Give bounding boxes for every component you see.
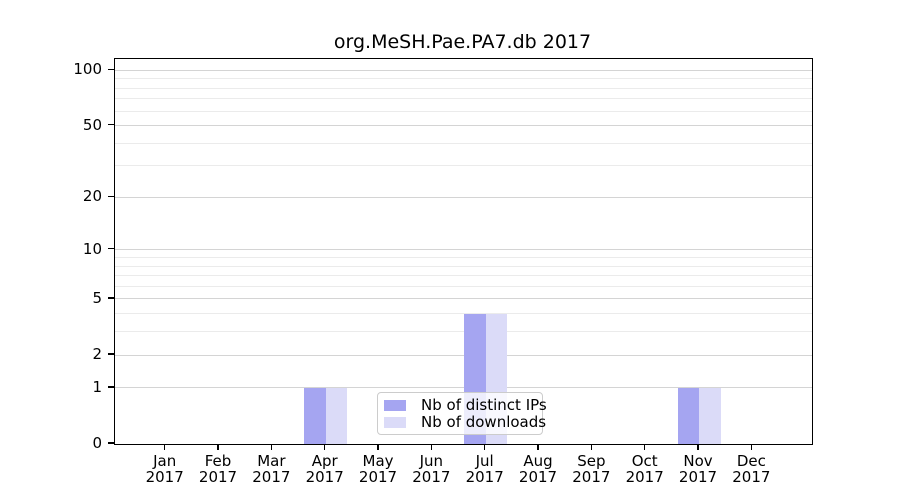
gridline-minor xyxy=(115,165,812,167)
y-tick-mark xyxy=(108,386,114,388)
gridline-major xyxy=(115,196,812,198)
gridline-major xyxy=(115,298,812,300)
x-tick-month: Oct xyxy=(631,452,658,470)
y-tick-mark xyxy=(108,353,114,355)
x-tick-label: Sep 2017 xyxy=(564,453,618,485)
gridline-minor xyxy=(115,313,812,315)
x-tick-year: 2017 xyxy=(358,468,398,486)
gridline-minor xyxy=(115,142,812,144)
x-tick-year: 2017 xyxy=(572,468,611,486)
gridline-major xyxy=(115,387,812,389)
legend-label-downloads: Nb of downloads xyxy=(421,413,547,431)
x-tick-year: 2017 xyxy=(465,468,504,486)
x-tick-label: Apr 2017 xyxy=(298,453,352,485)
x-tick-label: Dec 2017 xyxy=(724,453,778,485)
legend-item-downloads: Nb of downloads xyxy=(384,414,546,431)
gridline-major xyxy=(115,69,812,71)
y-tick-label: 100 xyxy=(73,60,102,79)
x-tick-year: 2017 xyxy=(305,468,344,486)
x-tick-mark xyxy=(697,444,699,450)
x-tick-label: Oct 2017 xyxy=(618,453,672,485)
y-tick-mark xyxy=(108,442,114,444)
gridline-minor xyxy=(115,275,812,277)
x-tick-label: Mar 2017 xyxy=(244,453,298,485)
gridline-major xyxy=(115,125,812,127)
x-tick-month: Dec xyxy=(736,452,766,470)
x-tick-mark xyxy=(324,444,326,450)
x-tick-year: 2017 xyxy=(252,468,291,486)
x-tick-mark xyxy=(270,444,272,450)
x-tick-month: Nov xyxy=(683,452,713,470)
x-tick-year: 2017 xyxy=(732,468,771,486)
y-tick-label: 10 xyxy=(82,239,102,258)
x-tick-year: 2017 xyxy=(145,468,184,486)
gridline-minor xyxy=(115,265,812,267)
x-tick-mark xyxy=(750,444,752,450)
y-tick-label: 50 xyxy=(82,115,102,134)
gridline-minor xyxy=(115,256,812,258)
y-tick-label: 2 xyxy=(92,345,102,363)
gridline-minor xyxy=(115,331,812,333)
x-tick-mark xyxy=(537,444,539,450)
legend-swatch-downloads xyxy=(384,417,406,428)
y-tick-mark xyxy=(108,248,114,250)
chart-title: org.MeSH.Pae.PA7.db 2017 xyxy=(333,31,592,53)
x-tick-year: 2017 xyxy=(198,468,238,486)
x-tick-month: May xyxy=(362,452,394,470)
bar-distinct-ips xyxy=(304,387,326,444)
x-tick-month: Jul xyxy=(475,452,494,470)
bar-downloads xyxy=(699,387,721,444)
x-tick-label: Nov 2017 xyxy=(671,453,725,485)
x-tick-label: Jun 2017 xyxy=(404,453,458,485)
y-tick-mark xyxy=(108,297,114,299)
legend-swatch-distinct-ips xyxy=(384,400,406,411)
y-tick-mark xyxy=(108,195,114,198)
gridline-minor xyxy=(115,98,812,100)
legend: Nb of distinct IPs Nb of downloads xyxy=(377,392,547,435)
x-tick-month: Apr xyxy=(311,452,338,470)
gridline-major xyxy=(115,354,812,356)
y-tick-label: 5 xyxy=(92,288,102,307)
x-tick-year: 2017 xyxy=(412,468,451,486)
x-tick-mark xyxy=(377,444,379,450)
x-tick-mark xyxy=(484,444,486,450)
y-tick-mark xyxy=(108,123,114,126)
plot-area xyxy=(114,58,813,445)
x-tick-label: Aug 2017 xyxy=(511,453,565,485)
x-tick-month: Jun xyxy=(419,452,444,470)
y-tick-mark xyxy=(108,68,114,70)
x-tick-year: 2017 xyxy=(625,468,664,486)
x-tick-label: Jul 2017 xyxy=(458,453,512,485)
x-tick-label: Jan 2017 xyxy=(138,453,192,485)
gridline-minor xyxy=(115,110,812,112)
x-tick-mark xyxy=(644,444,646,450)
y-tick-label: 1 xyxy=(92,377,102,396)
y-tick-label: 0 xyxy=(92,434,102,452)
y-tick-label: 20 xyxy=(82,187,102,206)
bar-downloads xyxy=(325,387,348,444)
x-tick-mark xyxy=(590,444,592,450)
x-tick-label: Feb 2017 xyxy=(191,453,245,485)
x-tick-mark xyxy=(217,444,219,450)
x-tick-label: May 2017 xyxy=(351,453,405,485)
gridline-major xyxy=(115,249,812,251)
x-tick-mark xyxy=(164,444,166,450)
x-tick-year: 2017 xyxy=(518,468,558,486)
x-tick-month: Feb xyxy=(204,452,232,470)
gridline-minor xyxy=(115,78,812,80)
gridline-minor xyxy=(115,87,812,89)
legend-label-distinct-ips: Nb of distinct IPs xyxy=(421,396,547,414)
bar-distinct-ips xyxy=(677,387,699,444)
x-tick-month: Aug xyxy=(523,452,553,470)
x-tick-month: Sep xyxy=(577,452,606,470)
legend-item-distinct-ips: Nb of distinct IPs xyxy=(384,397,547,414)
x-tick-year: 2017 xyxy=(678,468,718,486)
x-tick-mark xyxy=(430,444,432,450)
x-tick-month: Mar xyxy=(257,452,286,470)
gridline-minor xyxy=(115,285,812,287)
x-tick-month: Jan xyxy=(153,452,177,470)
